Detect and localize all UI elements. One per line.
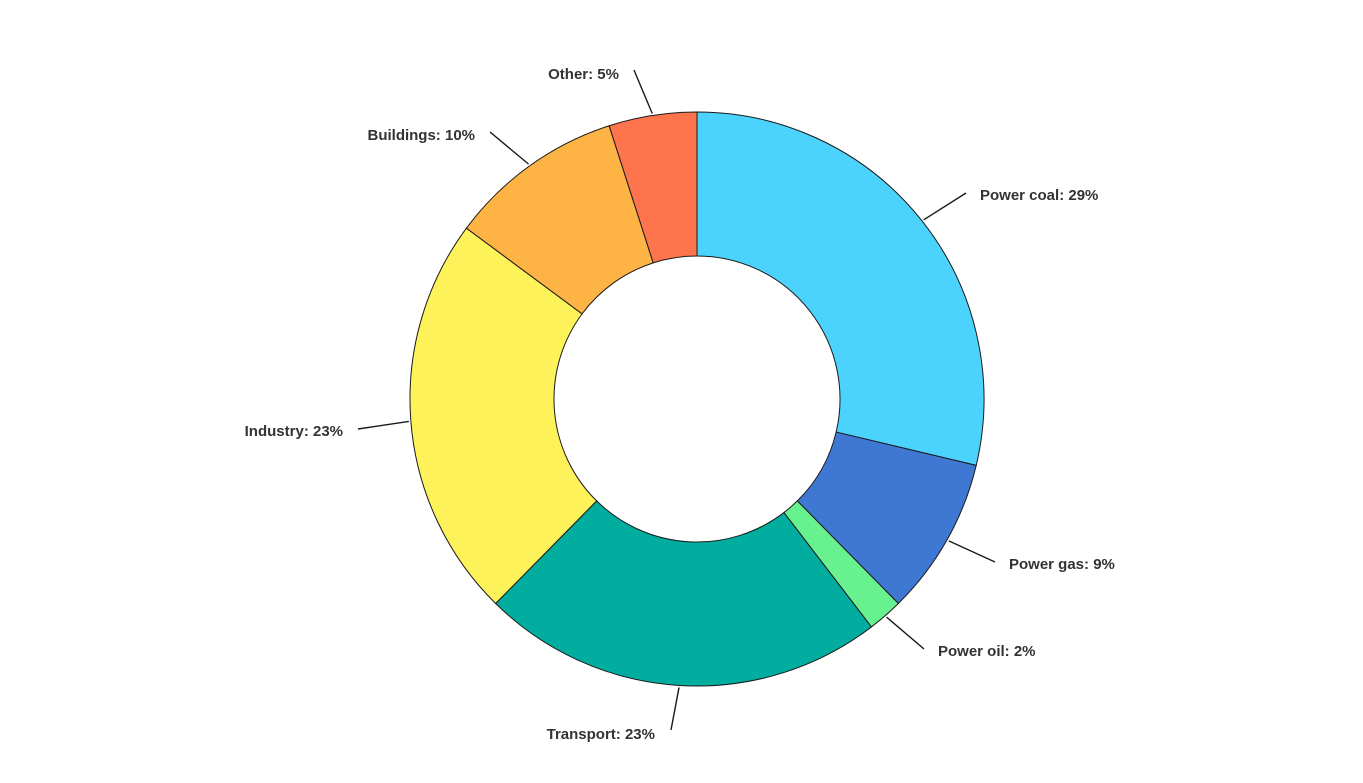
slice-label-power-oil: Power oil: 2% (938, 643, 1036, 660)
donut-slices (409, 111, 985, 687)
leader-line-power-coal (923, 192, 967, 221)
slice-transport (494, 500, 873, 687)
label-leader-lines (357, 69, 996, 731)
slice-label-industry: Industry: 23% (245, 423, 343, 440)
slice-label-other: Other: 5% (548, 66, 619, 83)
leader-line-other (633, 69, 653, 114)
leader-line-industry (357, 420, 409, 430)
leader-line-power-gas (948, 540, 996, 563)
slice-label-transport: Transport: 23% (547, 726, 655, 743)
slice-label-power-gas: Power gas: 9% (1009, 556, 1115, 573)
slice-industry (409, 227, 598, 605)
slice-power-coal (696, 111, 985, 466)
slice-label-power-coal: Power coal: 29% (980, 187, 1098, 204)
slice-label-buildings: Buildings: 10% (367, 127, 475, 144)
leader-line-buildings (489, 131, 530, 165)
slice-other (608, 111, 698, 264)
leader-line-power-oil (886, 616, 925, 650)
leader-line-transport (670, 687, 680, 731)
slice-labels: Power coal: 29% Power gas: 9% Power oil: 2… (245, 66, 1115, 743)
